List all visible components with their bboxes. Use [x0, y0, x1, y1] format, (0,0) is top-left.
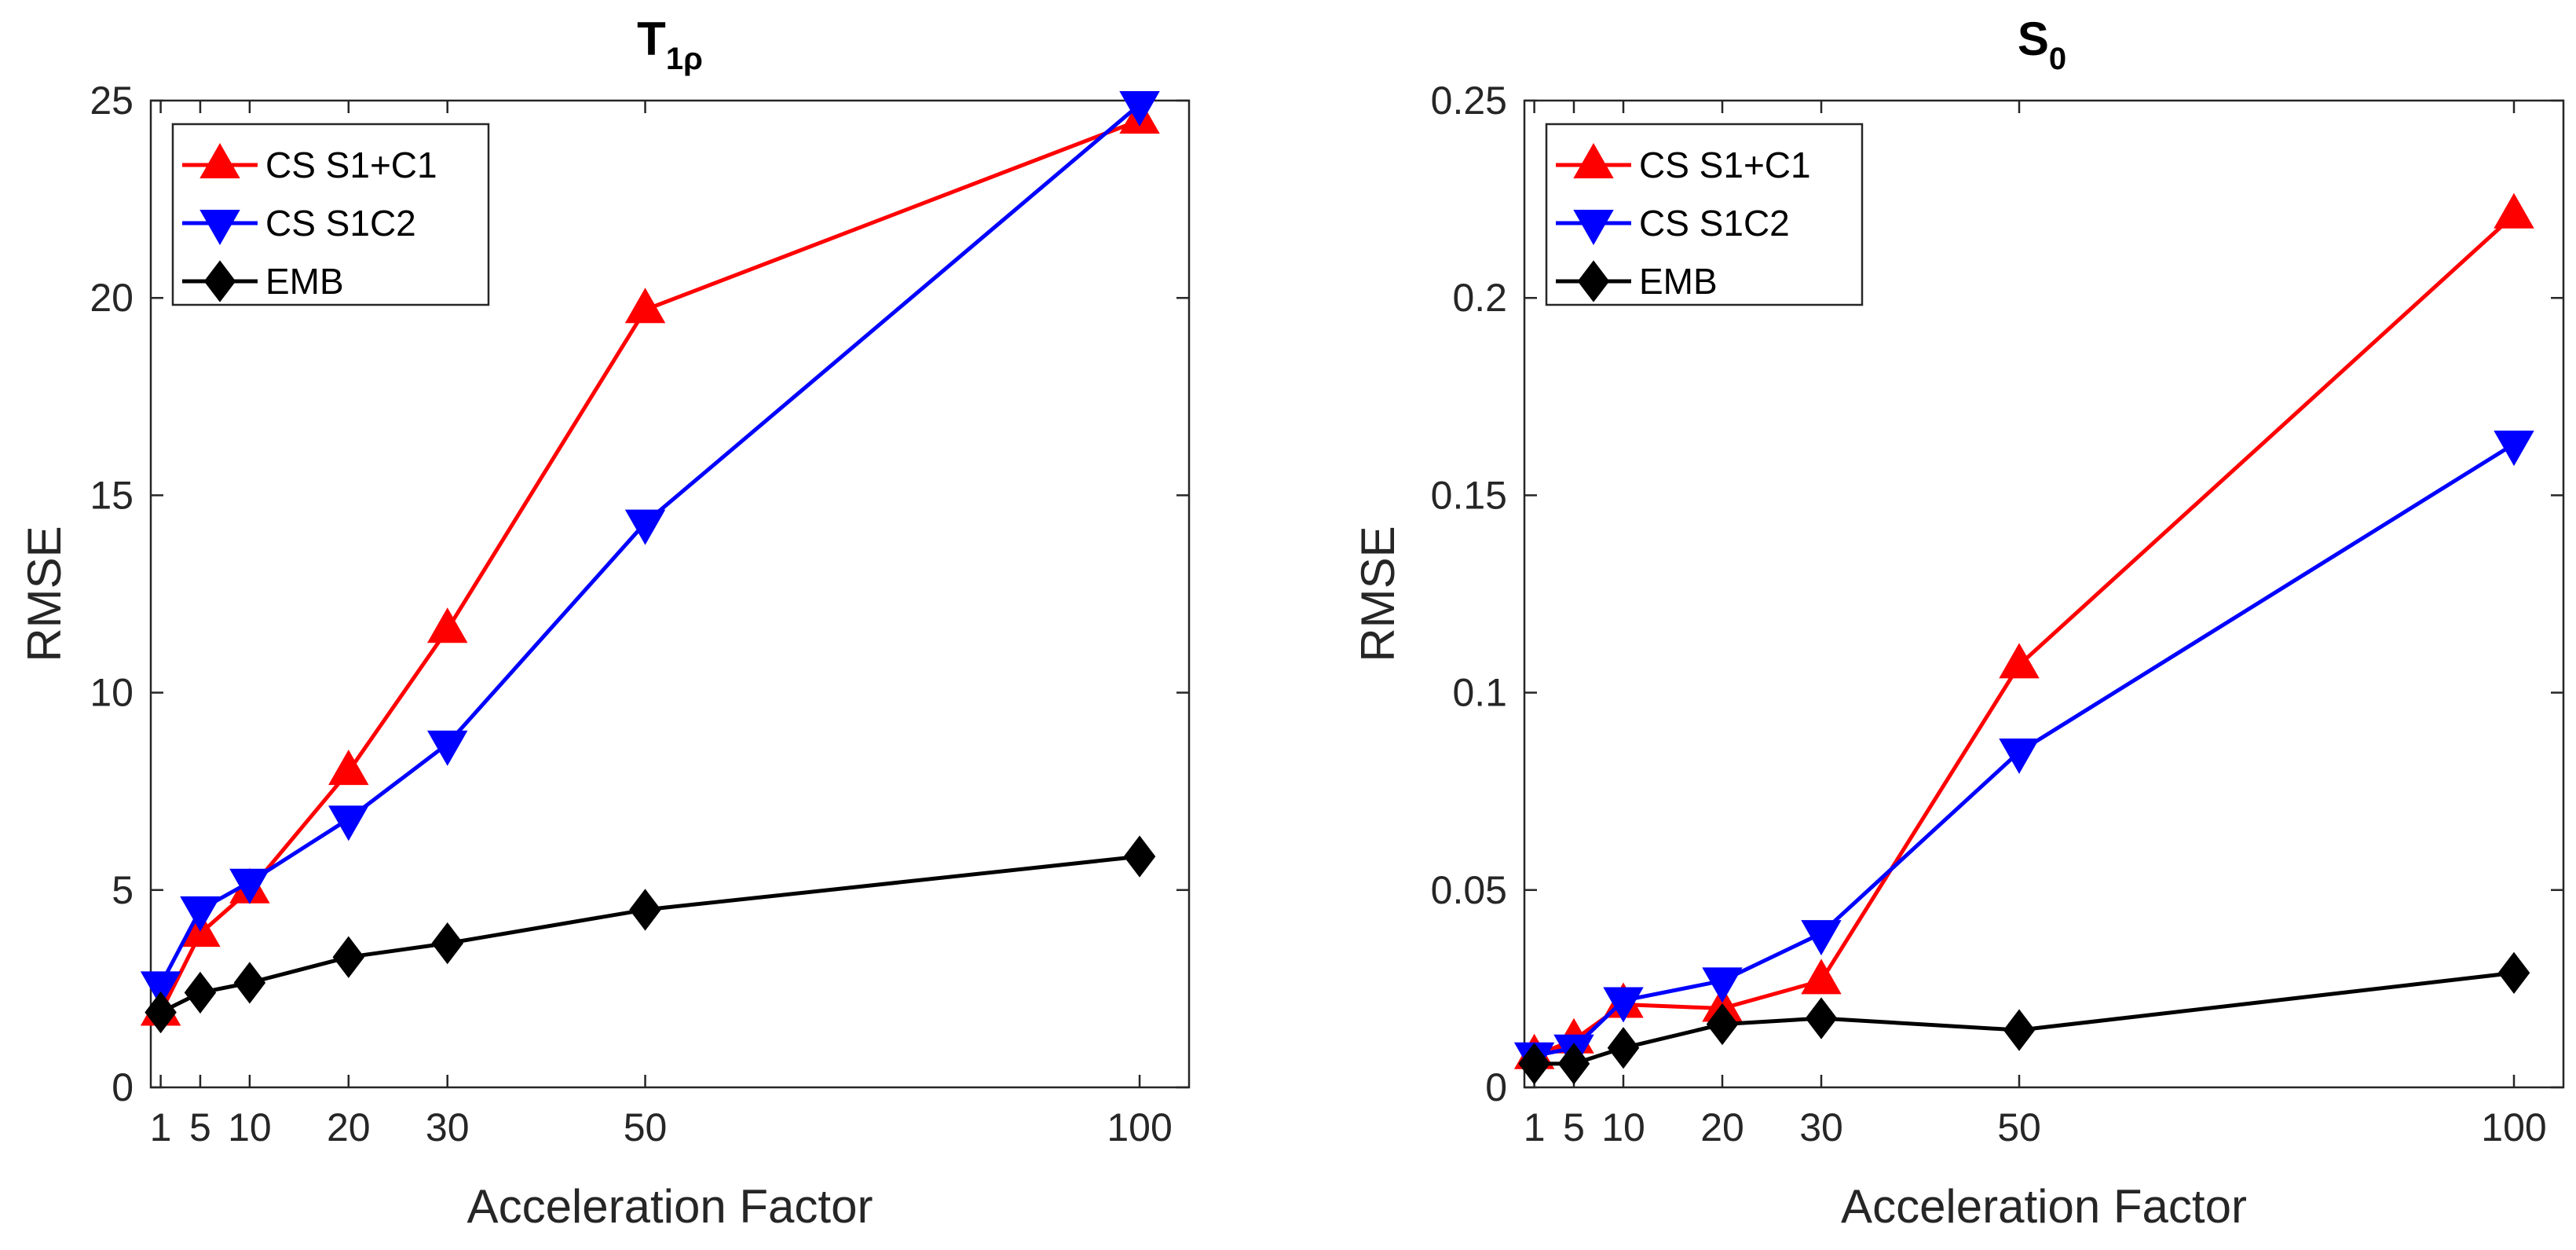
x-tick-label: 100: [1107, 1105, 1172, 1149]
chart-title-main: S: [2018, 13, 2049, 65]
legend-label: CS S1C2: [1639, 203, 1790, 244]
data-point: [2003, 1009, 2036, 1051]
y-axis-label: RMSE: [1352, 526, 1404, 662]
y-tick-label: 0.05: [1431, 868, 1507, 912]
x-axis-label: Acceleration Factor: [467, 1180, 873, 1233]
data-point: [328, 750, 369, 786]
x-tick-label: 1: [1524, 1105, 1546, 1149]
data-point: [1801, 920, 1842, 956]
data-point: [1702, 967, 1743, 1003]
data-point: [1607, 1027, 1640, 1069]
data-point: [180, 896, 221, 932]
data-point: [1518, 1043, 1550, 1085]
legend-marker: [199, 142, 240, 178]
data-point: [629, 889, 661, 931]
chart-title-main: T: [637, 13, 666, 65]
x-tick-label: 30: [1799, 1105, 1843, 1149]
data-point: [2494, 431, 2534, 467]
data-point: [332, 936, 365, 978]
y-tick-label: 0.1: [1452, 671, 1507, 715]
y-tick-label: 15: [90, 473, 134, 517]
x-tick-label: 5: [189, 1105, 211, 1149]
x-tick-label: 50: [624, 1105, 668, 1149]
data-point: [140, 971, 181, 1007]
legend-label: CS S1C2: [265, 203, 416, 244]
data-point: [229, 868, 270, 904]
data-point: [426, 607, 468, 643]
x-tick-label: 20: [327, 1105, 371, 1149]
data-point: [624, 288, 666, 324]
legend-marker: [1573, 210, 1614, 246]
x-tick-label: 100: [2481, 1105, 2546, 1149]
data-point: [1999, 738, 2040, 774]
data-point: [1706, 1003, 1739, 1046]
legend-label: CS S1+C1: [1639, 145, 1811, 185]
chart-title-subscript: 1ρ: [666, 42, 703, 76]
chart-title: S0: [2018, 13, 2066, 76]
data-point: [1119, 91, 1160, 127]
data-point: [1603, 987, 1644, 1023]
legend-label: EMB: [265, 261, 344, 302]
legend-marker: [1573, 142, 1614, 178]
x-tick-label: 10: [228, 1105, 272, 1149]
legend-marker: [199, 210, 240, 246]
data-point: [1557, 1043, 1590, 1085]
x-tick-label: 5: [1563, 1105, 1585, 1149]
legend-label: EMB: [1639, 261, 1718, 302]
y-tick-label: 0.25: [1431, 79, 1507, 123]
legend-marker: [203, 260, 236, 302]
x-tick-label: 10: [1601, 1105, 1645, 1149]
x-tick-label: 30: [426, 1105, 470, 1149]
x-tick-label: 1: [150, 1105, 172, 1149]
y-tick-label: 0: [112, 1065, 134, 1109]
data-point: [426, 730, 468, 766]
x-axis-label: Acceleration Factor: [1841, 1180, 2247, 1233]
y-tick-label: 0.15: [1431, 473, 1507, 517]
y-tick-label: 0.2: [1452, 276, 1507, 320]
y-tick-label: 10: [90, 671, 134, 715]
data-point: [1123, 835, 1156, 878]
data-point: [1999, 643, 2040, 679]
data-point: [328, 805, 369, 841]
data-point: [184, 971, 217, 1014]
data-point: [624, 509, 666, 545]
data-point: [2494, 192, 2534, 229]
y-tick-label: 25: [90, 79, 134, 123]
chart-s0: 0 0.05 0.1 0.15 0.2 0.25 1 5 10 20 30 50 100 Accelera…: [1352, 13, 2565, 1233]
data-point: [145, 991, 177, 1034]
series-line-cs-s1-c1: [1533, 213, 2516, 1058]
data-point: [233, 962, 266, 1004]
y-tick-label: 20: [90, 276, 134, 320]
data-point: [1805, 997, 1838, 1039]
legend-label: CS S1+C1: [265, 145, 437, 185]
chart-title: T1ρ: [637, 13, 703, 76]
series-line-emb: [159, 854, 1140, 1014]
y-tick-label: 0: [1485, 1065, 1507, 1109]
legend-marker: [1577, 260, 1610, 302]
data-point: [431, 922, 463, 965]
x-tick-label: 20: [1700, 1105, 1744, 1149]
data-point: [2497, 951, 2530, 994]
x-tick-label: 50: [1997, 1105, 2041, 1149]
y-tick-label: 5: [112, 868, 134, 912]
chart-title-subscript: 0: [2049, 42, 2066, 76]
plot-frame: [1523, 99, 2565, 1089]
plot-frame: [149, 99, 1191, 1089]
y-axis-label: RMSE: [18, 526, 71, 662]
data-point: [1801, 959, 1842, 995]
